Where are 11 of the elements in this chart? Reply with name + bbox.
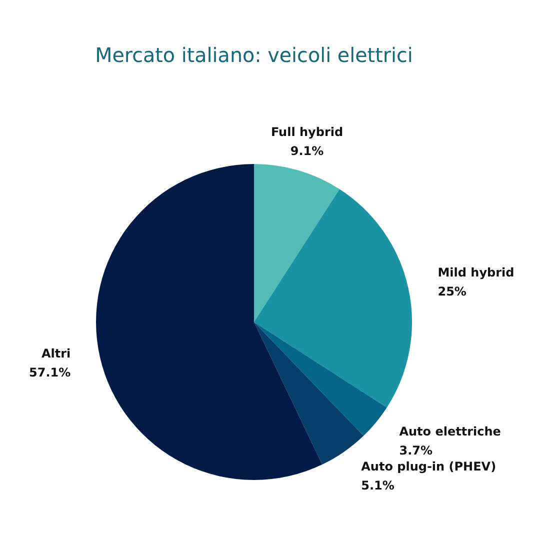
data-label: 9.1% xyxy=(290,144,324,158)
data-label: 5.1% xyxy=(361,478,394,493)
slice-label: Mild hybrid xyxy=(438,265,514,280)
slice-label: Full hybrid xyxy=(270,124,344,139)
chart-title: Mercato italiano: veicoli elettrici xyxy=(95,44,413,68)
data-label: 3.7% xyxy=(399,444,433,458)
slice-label: Auto elettriche xyxy=(399,424,501,439)
slice-label: Auto plug-in (PHEV) xyxy=(361,460,496,474)
data-label: 25% xyxy=(438,284,466,298)
slice-label: Altri xyxy=(41,346,71,361)
data-label: 57.1% xyxy=(29,366,71,380)
